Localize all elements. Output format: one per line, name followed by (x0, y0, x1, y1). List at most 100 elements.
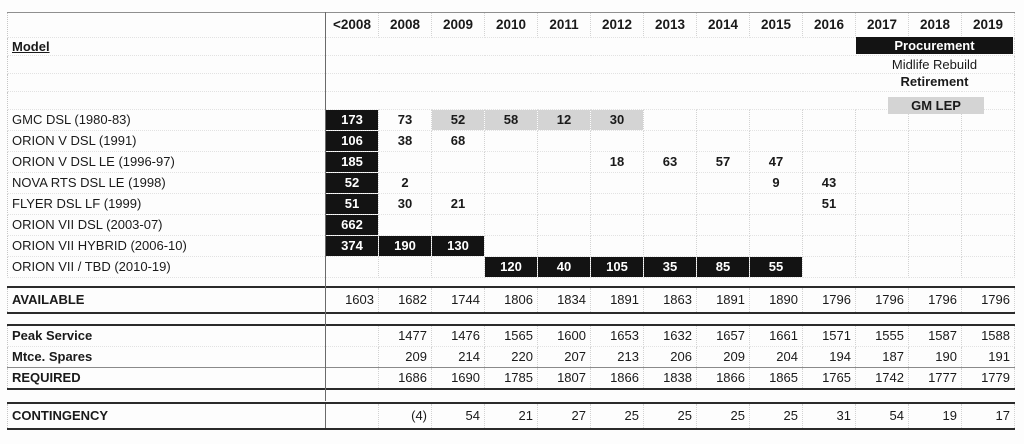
value-cell: 1796 (961, 287, 1015, 314)
value-cell (378, 151, 432, 173)
model-row: NOVA RTS DSL LE (1998) 52 2 9 43 (7, 172, 1015, 194)
value-cell: 19 (908, 403, 962, 430)
model-name: ORION VII DSL (2003-07) (7, 214, 326, 236)
value-cell (325, 256, 379, 278)
value-cell (325, 346, 379, 368)
value-cell: 185 (325, 151, 379, 173)
value-cell (484, 151, 538, 173)
value-cell (325, 403, 379, 430)
value-cell (643, 193, 697, 215)
value-cell: 52 (431, 109, 485, 131)
value-cell (749, 130, 803, 152)
year-header: 2014 (696, 12, 750, 38)
value-cell: 1653 (590, 325, 644, 347)
value-cell (802, 214, 856, 236)
value-cell (908, 172, 962, 194)
value-cell: 55 (749, 256, 803, 278)
value-cell (802, 130, 856, 152)
value-cell: 17 (961, 403, 1015, 430)
value-cell (484, 130, 538, 152)
value-cell: 57 (696, 151, 750, 173)
available-table: AVAILABLE 1603 1682 1744 1806 1834 1891 … (7, 286, 1015, 314)
value-cell (484, 235, 538, 257)
value-cell (431, 256, 485, 278)
value-cell (643, 109, 697, 131)
value-cell: 1807 (537, 367, 591, 390)
value-cell (537, 214, 591, 236)
value-cell (855, 130, 909, 152)
value-cell: 209 (378, 346, 432, 368)
spacer-row (7, 55, 1015, 74)
peak-service-row: Peak Service 1477 1476 1565 1600 1653 16… (7, 325, 1015, 347)
year-header: 2019 (961, 12, 1015, 38)
model-row: ORION V DSL LE (1996-97) 185 18 63 57 47 (7, 151, 1015, 173)
value-cell: 73 (378, 109, 432, 131)
year-header: 2010 (484, 12, 538, 38)
value-cell (537, 235, 591, 257)
fleet-model-table: <2008 2008 2009 2010 2011 2012 2013 2014… (7, 12, 1015, 278)
value-cell: 207 (537, 346, 591, 368)
value-cell: 1890 (749, 287, 803, 314)
row-label: AVAILABLE (7, 287, 326, 314)
legend-midlife-rebuild: Midlife Rebuild (891, 57, 978, 72)
value-cell: 47 (749, 151, 803, 173)
value-cell (908, 109, 962, 131)
value-cell: 85 (696, 256, 750, 278)
model-name: ORION V DSL LE (1996-97) (7, 151, 326, 173)
value-cell: 18 (590, 151, 644, 173)
value-cell: 1742 (855, 367, 909, 390)
value-cell (537, 151, 591, 173)
value-cell: 1661 (749, 325, 803, 347)
year-header: 2011 (537, 12, 591, 38)
value-cell: 1565 (484, 325, 538, 347)
value-cell: 1866 (696, 367, 750, 390)
value-cell (908, 235, 962, 257)
value-cell: 206 (643, 346, 697, 368)
value-cell (908, 193, 962, 215)
value-cell: 1796 (802, 287, 856, 314)
value-cell (643, 214, 697, 236)
value-cell: 31 (802, 403, 856, 430)
value-cell (855, 235, 909, 257)
value-cell: 54 (431, 403, 485, 430)
value-cell: 1866 (590, 367, 644, 390)
value-cell: 1863 (643, 287, 697, 314)
model-name: ORION VII HYBRID (2006-10) (7, 235, 326, 257)
value-cell (696, 109, 750, 131)
value-cell: 204 (749, 346, 803, 368)
value-cell: 1682 (378, 287, 432, 314)
value-cell (908, 151, 962, 173)
value-cell (802, 109, 856, 131)
value-cell (961, 214, 1015, 236)
value-cell (802, 235, 856, 257)
value-cell (643, 172, 697, 194)
value-cell: 30 (590, 109, 644, 131)
contingency-table: CONTINGENCY (4) 54 21 27 25 25 25 25 31 … (7, 402, 1015, 430)
value-cell (961, 256, 1015, 278)
value-cell (961, 109, 1015, 131)
value-cell: 27 (537, 403, 591, 430)
value-cell: 25 (749, 403, 803, 430)
value-cell: 214 (431, 346, 485, 368)
value-cell: 30 (378, 193, 432, 215)
value-cell: 21 (431, 193, 485, 215)
value-cell (590, 130, 644, 152)
value-cell: 1765 (802, 367, 856, 390)
value-cell: 1686 (378, 367, 432, 390)
year-header: 2015 (749, 12, 803, 38)
value-cell: 374 (325, 235, 379, 257)
value-cell (802, 256, 856, 278)
legend-gm-lep: GM LEP (888, 97, 984, 114)
value-cell (908, 130, 962, 152)
value-cell (325, 325, 379, 347)
value-cell: 63 (643, 151, 697, 173)
value-cell (590, 214, 644, 236)
year-header: 2016 (802, 12, 856, 38)
value-cell (802, 151, 856, 173)
mtce-spares-row: Mtce. Spares 209 214 220 207 213 206 209… (7, 346, 1015, 368)
value-cell: 12 (537, 109, 591, 131)
value-cell (696, 214, 750, 236)
value-cell: 25 (590, 403, 644, 430)
year-header: 2018 (908, 12, 962, 38)
value-cell (484, 214, 538, 236)
